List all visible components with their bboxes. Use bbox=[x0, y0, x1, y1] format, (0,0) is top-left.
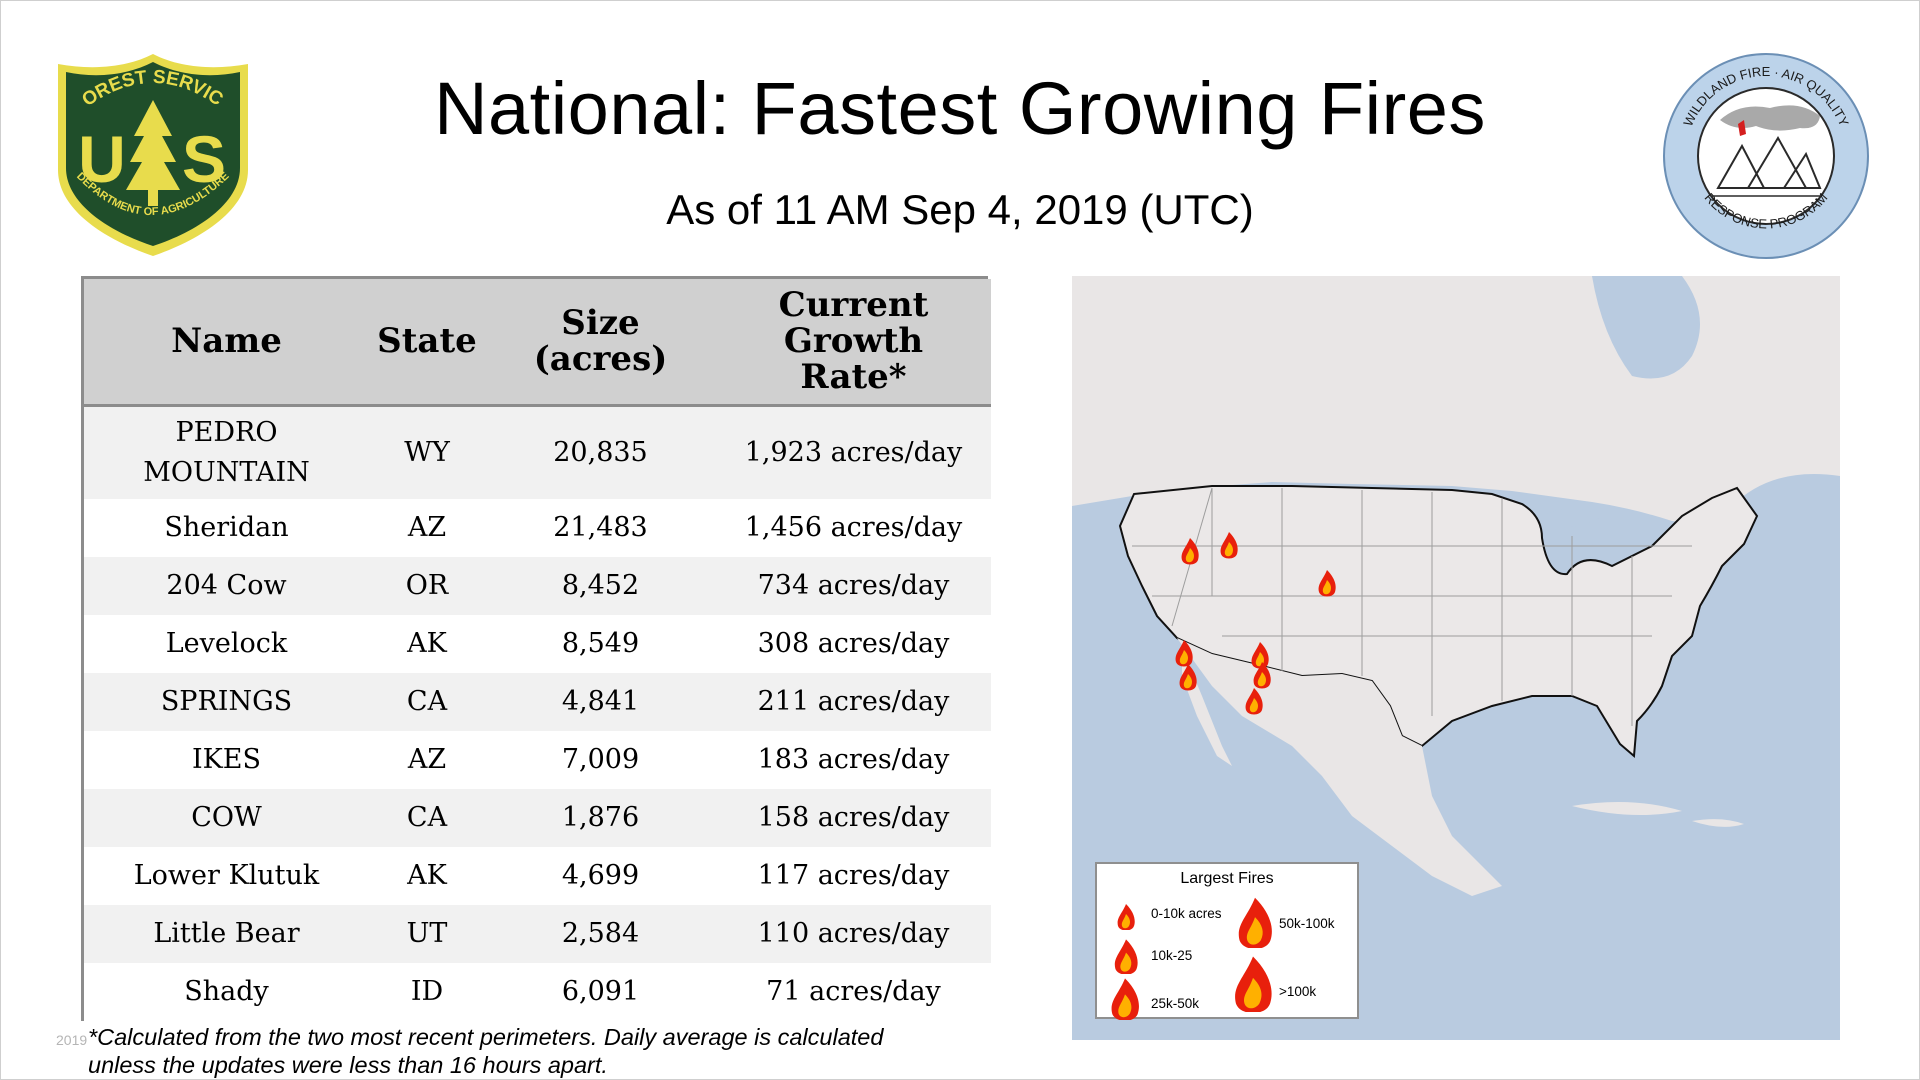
cell-rate: 1,456 acres/day bbox=[744, 512, 963, 543]
cell-size: 4,699 bbox=[561, 860, 640, 891]
table-row: Lower Klutuk AK 4,699 117 acres/day bbox=[84, 847, 991, 905]
header-size: Size (acres) bbox=[533, 303, 668, 380]
cell-state: UT bbox=[406, 918, 448, 949]
legend-label-10k-25: 10k-25 bbox=[1151, 948, 1193, 963]
cell-rate: 1,923 acres/day bbox=[744, 436, 963, 468]
fire-marker[interactable] bbox=[1175, 640, 1193, 667]
legend-title: Largest Fires bbox=[1180, 870, 1274, 887]
wildland-fire-air-quality-logo: WILDLAND FIRE · AIR QUALITY RESPONSE PRO… bbox=[1663, 53, 1869, 259]
watermark-text: 2019 bbox=[56, 1032, 88, 1048]
fire-markers bbox=[1175, 532, 1336, 715]
forest-service-shield-logo: FOREST SERVICE U S DEPARTMENT OF AGRICUL… bbox=[50, 50, 248, 256]
cell-name: Levelock bbox=[165, 628, 288, 659]
flame-icon-large bbox=[1111, 978, 1139, 1020]
legend-label-100k-plus: >100k bbox=[1279, 984, 1317, 999]
pine-tree-icon bbox=[126, 100, 180, 206]
fires-table: Name State Size (acres) Current Growth R… bbox=[81, 276, 991, 1021]
fire-marker[interactable] bbox=[1179, 664, 1197, 691]
cell-rate: 211 acres/day bbox=[757, 686, 950, 717]
table-row: IKES AZ 7,009 183 acres/day bbox=[84, 731, 991, 789]
table-row: Sheridan AZ 21,483 1,456 acres/day bbox=[84, 499, 991, 557]
cell-state: AZ bbox=[407, 512, 447, 543]
fire-marker[interactable] bbox=[1253, 662, 1271, 689]
page-title: National: Fastest Growing Fires bbox=[434, 67, 1486, 150]
page-subtitle: As of 11 AM Sep 4, 2019 (UTC) bbox=[666, 186, 1254, 233]
fire-marker[interactable] bbox=[1181, 538, 1199, 565]
flame-icon-medium bbox=[1114, 939, 1138, 974]
cell-name: Sheridan bbox=[164, 512, 289, 543]
table-row: COW CA 1,876 158 acres/day bbox=[84, 789, 991, 847]
cell-name: PEDRO MOUNTAIN bbox=[143, 416, 310, 488]
table-row: PEDRO MOUNTAIN WY 20,835 1,923 acres/day bbox=[84, 405, 991, 499]
cell-name: 204 Cow bbox=[166, 570, 287, 601]
map-legend: Largest Fires 0-10k acres 10k-25 25k-50k… bbox=[1095, 862, 1359, 1020]
fire-marker[interactable] bbox=[1245, 688, 1263, 715]
header-name: Name bbox=[171, 321, 282, 362]
table-row: Levelock AK 8,549 308 acres/day bbox=[84, 615, 991, 673]
cell-size: 7,009 bbox=[561, 744, 640, 775]
cell-name: COW bbox=[191, 802, 262, 833]
usa-landmass bbox=[1118, 485, 1759, 759]
flame-icon-small bbox=[1117, 904, 1135, 930]
flame-icon-xlarge bbox=[1238, 897, 1272, 948]
cell-rate: 734 acres/day bbox=[757, 570, 950, 601]
fire-marker[interactable] bbox=[1220, 532, 1238, 559]
cell-state: AK bbox=[407, 628, 447, 659]
logo-letter-s: S bbox=[182, 122, 226, 196]
cell-name: Shady bbox=[184, 976, 269, 1007]
cell-name: SPRINGS bbox=[160, 686, 293, 717]
flame-icon-xxlarge bbox=[1235, 956, 1272, 1012]
legend-label-25k-50k: 25k-50k bbox=[1151, 996, 1200, 1011]
table-row: 204 Cow OR 8,452 734 acres/day bbox=[84, 557, 991, 615]
table-row: SPRINGS CA 4,841 211 acres/day bbox=[84, 673, 991, 731]
cell-size: 8,549 bbox=[561, 628, 640, 659]
map-canvas bbox=[1072, 276, 1840, 896]
legend-label-0-10k: 0-10k acres bbox=[1151, 906, 1222, 921]
cell-rate: 117 acres/day bbox=[757, 860, 950, 891]
cell-size: 4,841 bbox=[561, 686, 640, 717]
cell-name: Little Bear bbox=[153, 918, 300, 949]
cell-size: 21,483 bbox=[553, 512, 648, 543]
cell-rate: 71 acres/day bbox=[766, 976, 941, 1007]
cell-state: WY bbox=[404, 436, 450, 468]
cell-size: 8,452 bbox=[561, 570, 640, 601]
cell-size: 6,091 bbox=[561, 976, 640, 1007]
cell-rate: 183 acres/day bbox=[757, 744, 950, 775]
cell-rate: 158 acres/day bbox=[757, 802, 950, 833]
cell-state: OR bbox=[405, 570, 449, 601]
cell-rate: 110 acres/day bbox=[757, 918, 950, 949]
header-state: State bbox=[377, 321, 477, 362]
cell-name: IKES bbox=[191, 744, 262, 775]
cell-size: 1,876 bbox=[561, 802, 640, 833]
fire-marker[interactable] bbox=[1318, 570, 1336, 597]
cell-state: CA bbox=[406, 802, 448, 833]
header-rate: Current Growth Rate* bbox=[778, 285, 929, 398]
table-row: Shady ID 6,091 71 acres/day bbox=[84, 963, 991, 1021]
cell-state: CA bbox=[406, 686, 448, 717]
cell-state: AK bbox=[407, 860, 447, 891]
cell-size: 2,584 bbox=[561, 918, 640, 949]
cell-state: AZ bbox=[407, 744, 447, 775]
cell-rate: 308 acres/day bbox=[757, 628, 950, 659]
footnote: *Calculated from the two most recent per… bbox=[88, 1024, 884, 1078]
cell-name: Lower Klutuk bbox=[133, 860, 320, 891]
table-row: Little Bear UT 2,584 110 acres/day bbox=[84, 905, 991, 963]
legend-label-50k-100k: 50k-100k bbox=[1279, 916, 1335, 931]
cell-size: 20,835 bbox=[553, 436, 648, 468]
table-header-row: Name State Size (acres) Current Growth R… bbox=[84, 279, 991, 405]
logo-letter-u: U bbox=[78, 122, 126, 196]
cell-state: ID bbox=[410, 976, 444, 1007]
